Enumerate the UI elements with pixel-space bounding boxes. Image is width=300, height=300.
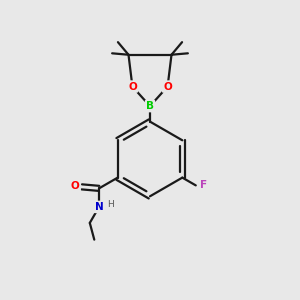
Text: B: B (146, 101, 154, 111)
Text: O: O (71, 181, 80, 191)
Text: N: N (95, 202, 103, 212)
Text: O: O (128, 82, 137, 92)
Text: O: O (163, 82, 172, 92)
Text: F: F (200, 180, 207, 190)
Text: H: H (107, 200, 114, 209)
